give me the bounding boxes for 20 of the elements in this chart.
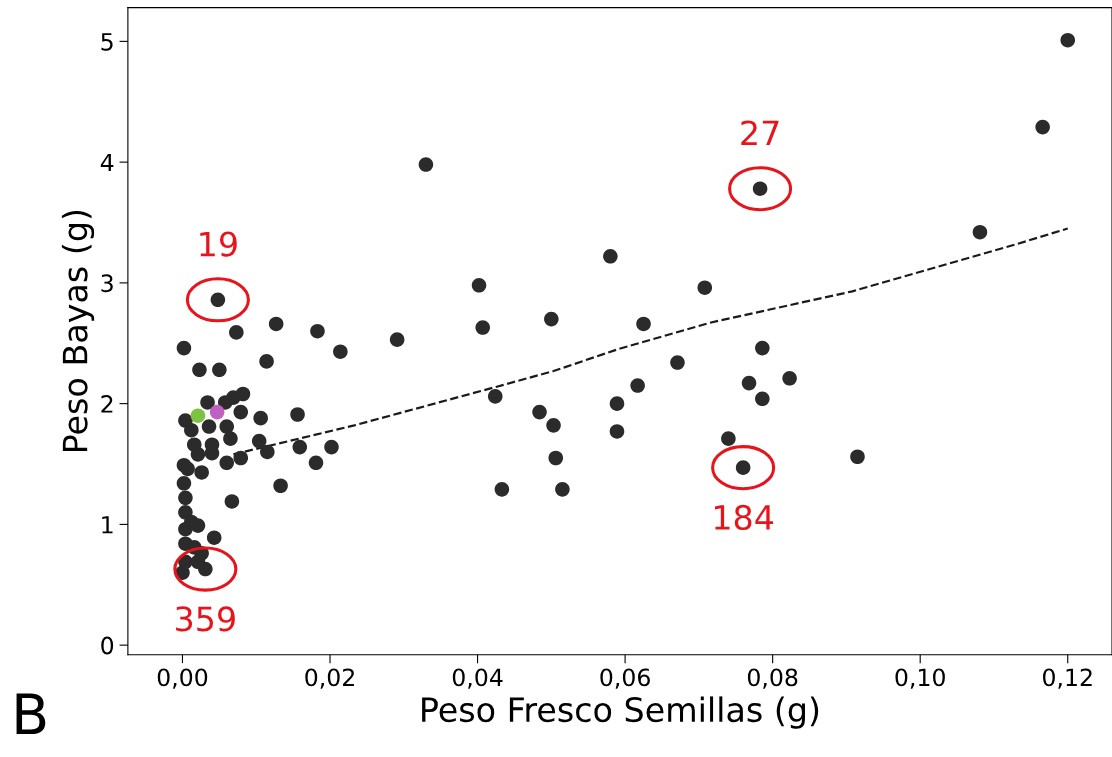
text: B <box>16 693 46 735</box>
x-tick-label: 0,04 <box>452 668 503 689</box>
x-tick-label: 0,06 <box>600 668 650 689</box>
y-axis-title: Peso Bayas (g) <box>61 210 95 452</box>
y-tick-label: 5 <box>101 33 113 51</box>
y-tick-label: 4 <box>100 153 114 172</box>
y-tick-label: 2 <box>101 395 113 413</box>
x-tick-label: 0,12 <box>1043 668 1092 689</box>
annotation: 19 <box>200 231 237 257</box>
x-tick-label: 0,02 <box>305 668 354 689</box>
x-tick-label: 0,00 <box>157 668 208 689</box>
x-tick-label: 0,10 <box>895 668 945 689</box>
x-axis-title: Peso Fresco Semillas (g) <box>422 696 819 729</box>
x-tick-label: 0,08 <box>747 668 798 689</box>
y-tick-label: 0 <box>101 636 114 655</box>
y-tick-label: 1 <box>102 516 113 534</box>
annotation: 359 <box>176 606 235 632</box>
annotation: 184 <box>714 504 774 531</box>
y-tick-label: 3 <box>101 274 113 293</box>
annotation: 27 <box>741 120 779 146</box>
